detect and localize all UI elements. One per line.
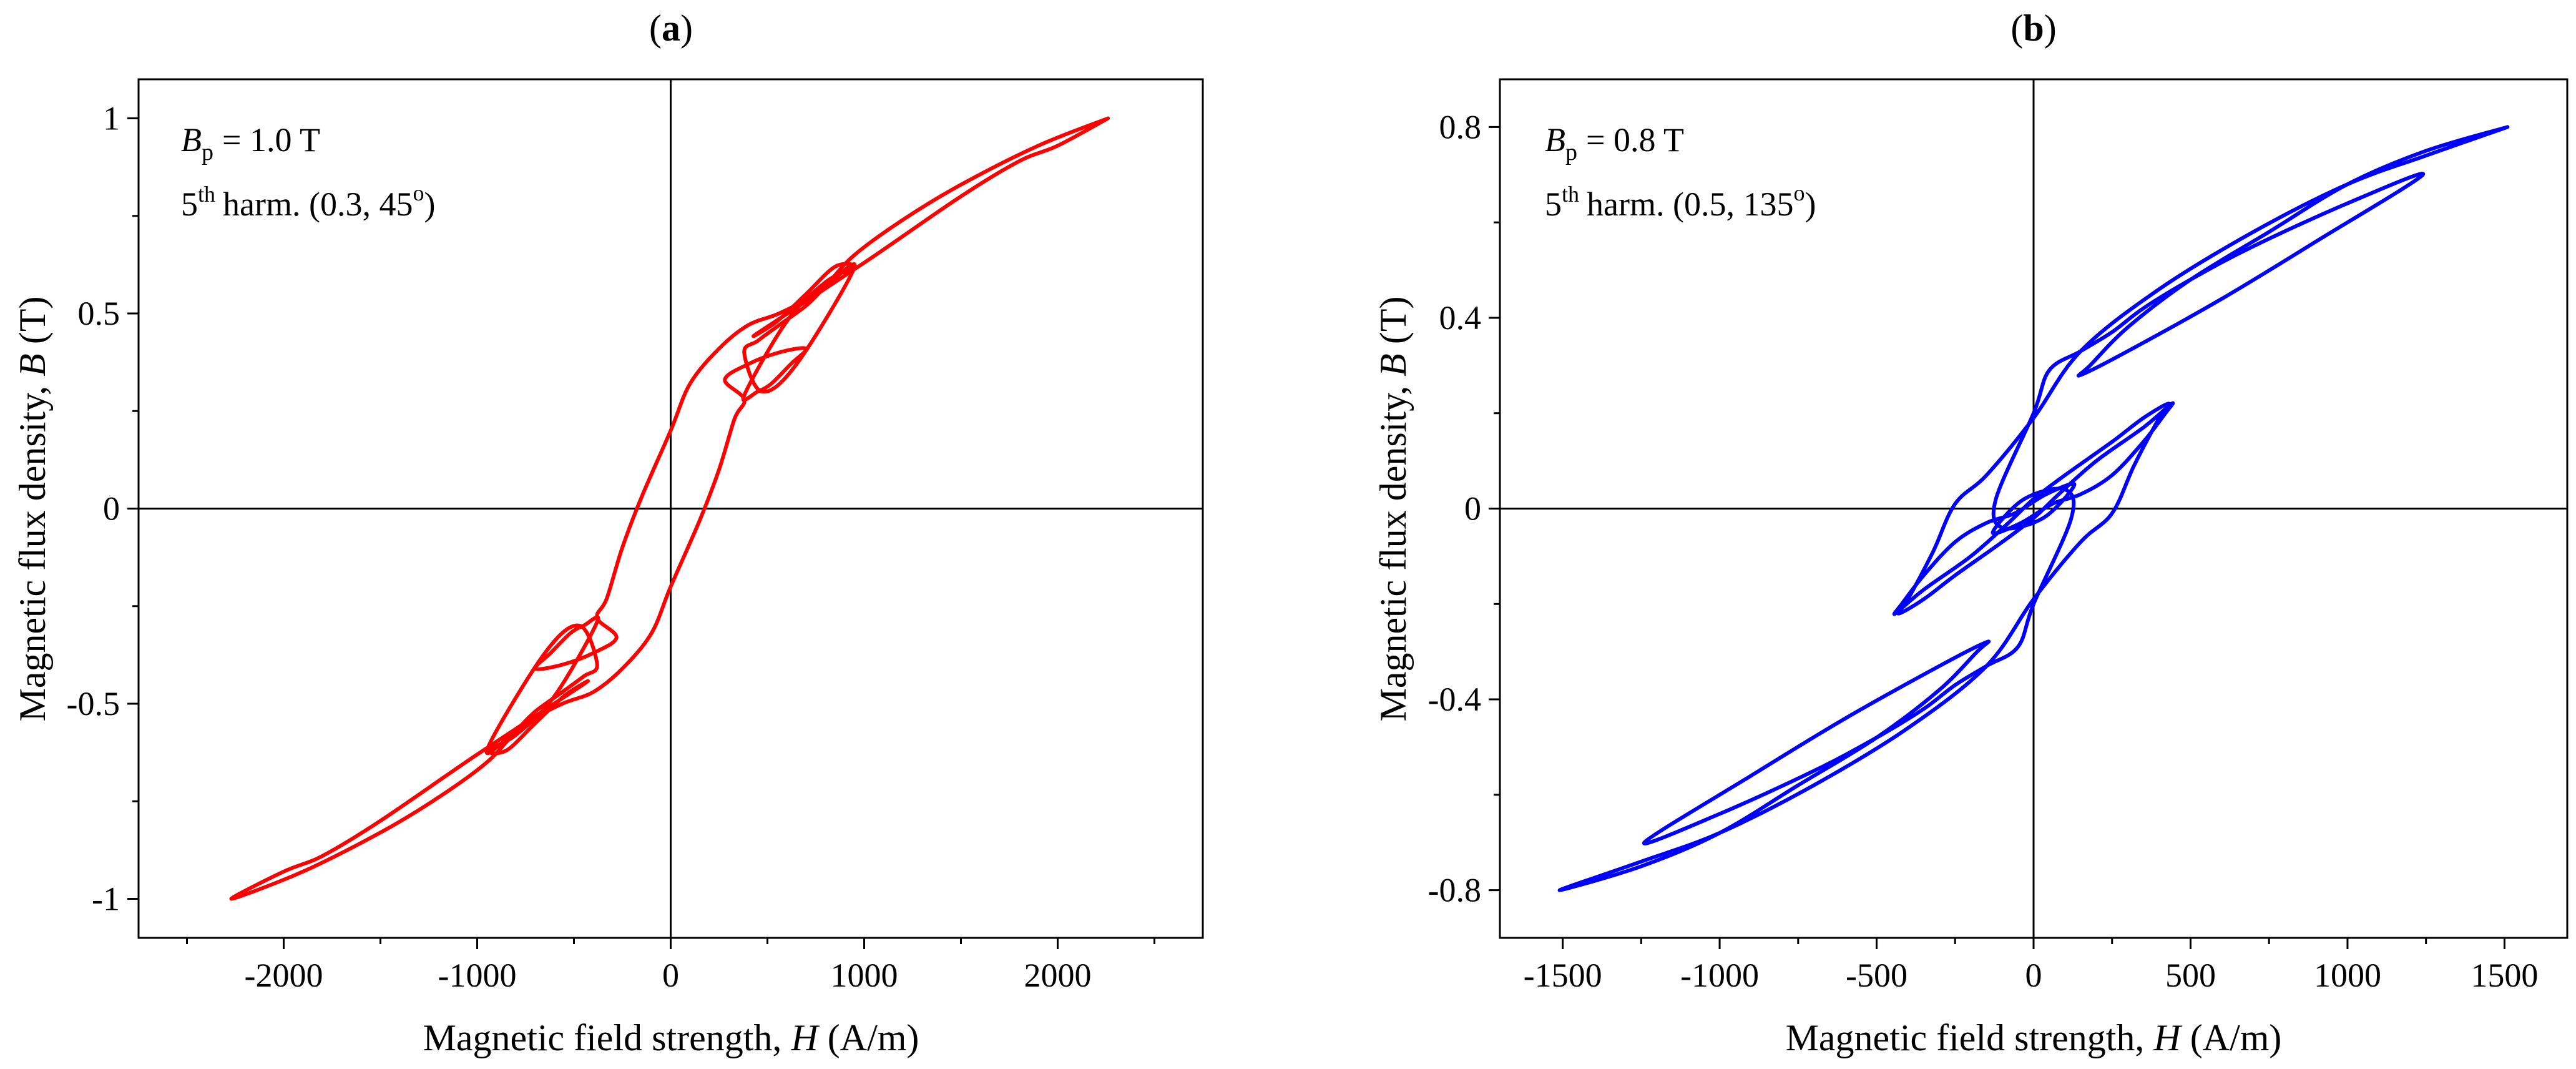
panel-b-harm-number: 5 (1545, 185, 1562, 223)
panel-b-harm-degree: o (1793, 180, 1805, 205)
panel-a-x-axis-title: Magnetic field strength, H (A/m) (423, 1017, 919, 1058)
panel-b-xlabel-symbol: H (2153, 1017, 2183, 1058)
panel-b-xlabel-unit: (A/m) (2181, 1017, 2282, 1058)
panel-a-y-tick-label: 1 (103, 100, 120, 137)
panel-b-ticks: -1500 -1000 -500 0 500 1000 1500 -0.8 -0.4 0 0.4 0.… (1428, 108, 2539, 994)
panel-a-harm-number: 5 (181, 185, 198, 223)
panel-b-bp-subscript: p (1565, 139, 1577, 165)
panel-a-harm-degree: o (413, 180, 424, 205)
panel-a-axes (139, 79, 1203, 938)
panel-b-axes (1500, 79, 2567, 938)
panel-b-x-tick-label: -1500 (1524, 957, 1602, 994)
panel-a-harmonic-annotation: 5th harm. (0.3, 45o) (181, 180, 435, 223)
panel-a-y-tick-label: -1 (92, 880, 120, 918)
panel-b-y-tick-label: 0.4 (1439, 299, 1482, 337)
panel-b-label: (b) (2010, 7, 2056, 49)
panel-a-ylabel-text: Magnetic flux density, (12, 377, 53, 722)
panel-a-letter: a (662, 7, 680, 49)
panel-b-x-tick-label: 0 (2025, 957, 2042, 994)
panel-a-bp-value: = 1.0 T (222, 121, 320, 159)
panel-a-ylabel-symbol: B (12, 353, 53, 377)
panel-a-xlabel-unit: (A/m) (818, 1017, 919, 1058)
panel-a-ylabel-unit: (T) (12, 297, 53, 354)
panel-b-harmonic-annotation: 5th harm. (0.5, 135o) (1545, 180, 1816, 223)
panel-a-x-tick-label: -1000 (438, 957, 517, 994)
panel-a-xlabel-text: Magnetic field strength, (423, 1017, 791, 1058)
panel-b-y-tick-label: -0.8 (1428, 872, 1481, 909)
panel-b-y-tick-label: -0.4 (1428, 681, 1481, 718)
panel-b-x-tick-label: -1000 (1680, 957, 1759, 994)
panel-b-letter: b (2023, 7, 2044, 49)
panel-a-xlabel-symbol: H (790, 1017, 820, 1058)
panel-b-ylabel-unit: (T) (1373, 297, 1414, 354)
panel-a-harm-suffix: th (198, 182, 215, 207)
panel-a-x-tick-label: 2000 (1024, 957, 1092, 994)
panel-b-y-axis-title: Magnetic flux density, B (T) (1373, 297, 1414, 722)
panel-a-x-tick-label: -2000 (245, 957, 323, 994)
panel-b: (b) -1500 -1000 -500 0 500 1000 1500 -0.8 -0.4 0 0… (1373, 7, 2569, 1058)
panel-a-series (229, 116, 1110, 901)
panel-a-x-tick-label: 1000 (831, 957, 898, 994)
panel-a-harm-close: ) (424, 185, 435, 223)
panel-a-harm-text: harm. (0.3, 45 (223, 185, 413, 223)
panel-a-x-tick-label: 0 (662, 957, 679, 994)
panel-a-y-axis-title: Magnetic flux density, B (T) (12, 297, 53, 722)
panel-a-bp-subscript: p (202, 139, 213, 165)
panel-b-harm-text: harm. (0.5, 135 (1587, 185, 1793, 223)
panel-b-x-tick-label: 1500 (2471, 957, 2538, 994)
panel-a-y-tick-label: 0 (103, 490, 120, 528)
panel-a-y-tick-label: 0.5 (78, 295, 120, 332)
panel-a-label: (a) (649, 7, 693, 49)
panel-b-bp-symbol: B (1545, 121, 1565, 159)
panel-a-bp-annotation: Bp = 1.0 T (181, 121, 320, 165)
panel-a-bp-symbol: B (181, 121, 202, 159)
panel-b-bp-value: = 0.8 T (1586, 121, 1684, 159)
panel-b-harm-suffix: th (1562, 182, 1579, 207)
panel-a-ticks: -2000 -1000 0 1000 2000 -1 -0.5 0 0.5 1 (67, 100, 1155, 994)
panel-b-y-tick-label: 0.8 (1439, 108, 1482, 145)
panel-b-bp-annotation: Bp = 0.8 T (1545, 121, 1684, 165)
panel-a-y-tick-label: -0.5 (67, 685, 120, 722)
panel-b-series-line-0 (1557, 125, 2510, 892)
panel-b-x-tick-label: -500 (1846, 957, 1908, 994)
panel-b-x-tick-label: 1000 (2314, 957, 2381, 994)
panel-b-ylabel-text: Magnetic flux density, (1373, 377, 1414, 722)
panel-b-harm-close: ) (1805, 185, 1816, 223)
panel-b-series (1557, 125, 2510, 892)
panel-b-xlabel-text: Magnetic field strength, (1786, 1017, 2154, 1058)
panel-b-ylabel-symbol: B (1373, 353, 1414, 377)
panel-b-y-tick-label: 0 (1464, 490, 1481, 528)
panel-a-series-line-0 (229, 116, 1110, 901)
panel-b-x-tick-label: 500 (2165, 957, 2216, 994)
panel-b-x-axis-title: Magnetic field strength, H (A/m) (1786, 1017, 2282, 1058)
panel-a: (a) -2000 -1000 0 1000 2000 -1 -0.5 0 0.5 1 Bp = 1… (12, 7, 1204, 1058)
